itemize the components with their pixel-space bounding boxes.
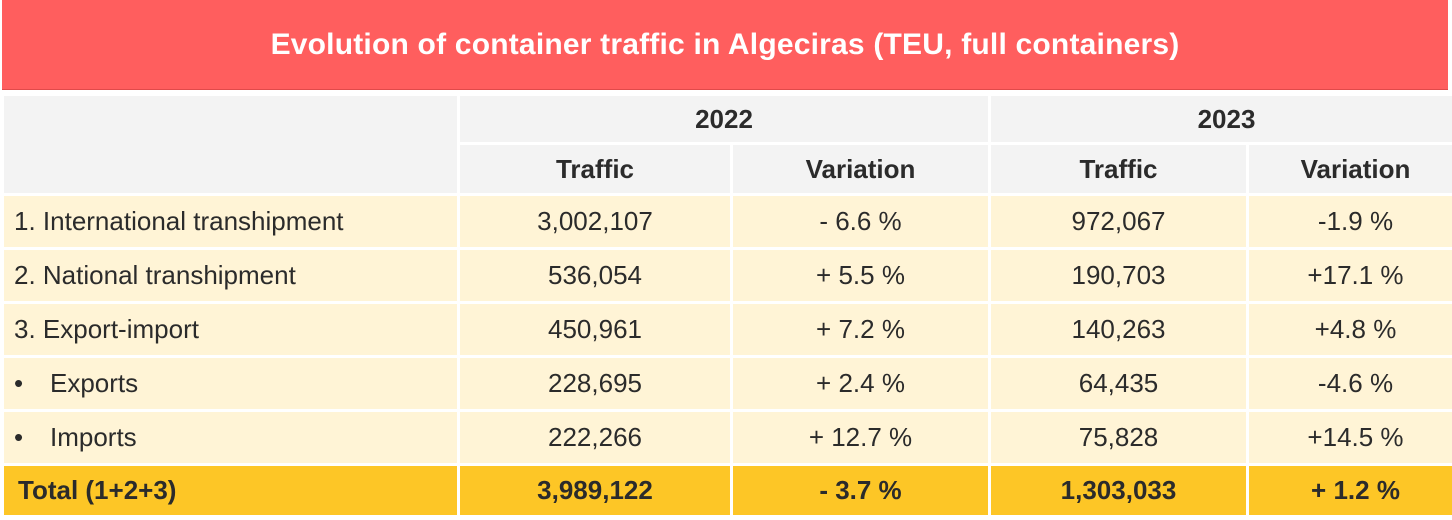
table-row: • Exports 228,695 + 2.4 % 64,435 -4.6 % [4,358,1452,409]
row-label: 2. National transhipment [4,250,457,301]
row-label: • Exports [4,358,457,409]
header-empty-cell [4,96,457,193]
total-variation-2023: + 1.2 % [1249,466,1452,515]
table-title-bar: Evolution of container traffic in Algeci… [2,0,1448,89]
total-traffic-2022: 3,989,122 [460,466,730,515]
variation-2022-cell: + 2.4 % [733,358,988,409]
variation-2023-cell: -4.6 % [1249,358,1452,409]
traffic-2023-cell: 64,435 [991,358,1246,409]
variation-2023-cell: -1.9 % [1249,196,1452,247]
total-traffic-2023: 1,303,033 [991,466,1246,515]
bullet-icon: • [14,422,24,452]
header-variation-2023: Variation [1249,145,1452,193]
table-title: Evolution of container traffic in Algeci… [270,27,1180,61]
header-variation-2022: Variation [733,145,988,193]
header-traffic-2022: Traffic [460,145,730,193]
traffic-2022-cell: 3,002,107 [460,196,730,247]
variation-2022-cell: + 5.5 % [733,250,988,301]
variation-2022-cell: + 7.2 % [733,304,988,355]
header-row-years: 2022 2023 [4,96,1452,193]
table-row: 3. Export-import 450,961 + 7.2 % 140,263… [4,304,1452,355]
row-label: 3. Export-import [4,304,457,355]
row-label: • Imports [4,412,457,463]
traffic-2022-cell: 536,054 [460,250,730,301]
header-traffic-2023: Traffic [991,145,1246,193]
traffic-2022-cell: 222,266 [460,412,730,463]
row-label: 1. International transhipment [4,196,457,247]
header-row-subcolumns: Traffic Variation Traffic Variation [4,145,1452,193]
header-year-2023: 2023 [991,96,1452,142]
traffic-2023-cell: 140,263 [991,304,1246,355]
header-year-2022: 2022 [460,96,988,142]
bullet-icon: • [14,368,24,398]
traffic-2023-cell: 190,703 [991,250,1246,301]
total-row: Total (1+2+3) 3,989,122 - 3.7 % 1,303,03… [4,466,1452,515]
variation-2023-cell: +17.1 % [1249,250,1452,301]
variation-2022-cell: + 12.7 % [733,412,988,463]
variation-2022-cell: - 6.6 % [733,196,988,247]
variation-2023-cell: +14.5 % [1249,412,1452,463]
table-row: 2. National transhipment 536,054 + 5.5 %… [4,250,1452,301]
table-row: 1. International transhipment 3,002,107 … [4,196,1452,247]
container-traffic-table: 2022 2023 Traffic Variation Traffic Vari… [1,93,1452,518]
traffic-2023-cell: 75,828 [991,412,1246,463]
total-label: Total (1+2+3) [4,466,457,515]
traffic-2023-cell: 972,067 [991,196,1246,247]
traffic-2022-cell: 450,961 [460,304,730,355]
table-row: • Imports 222,266 + 12.7 % 75,828 +14.5 % [4,412,1452,463]
variation-2023-cell: +4.8 % [1249,304,1452,355]
traffic-2022-cell: 228,695 [460,358,730,409]
total-variation-2022: - 3.7 % [733,466,988,515]
